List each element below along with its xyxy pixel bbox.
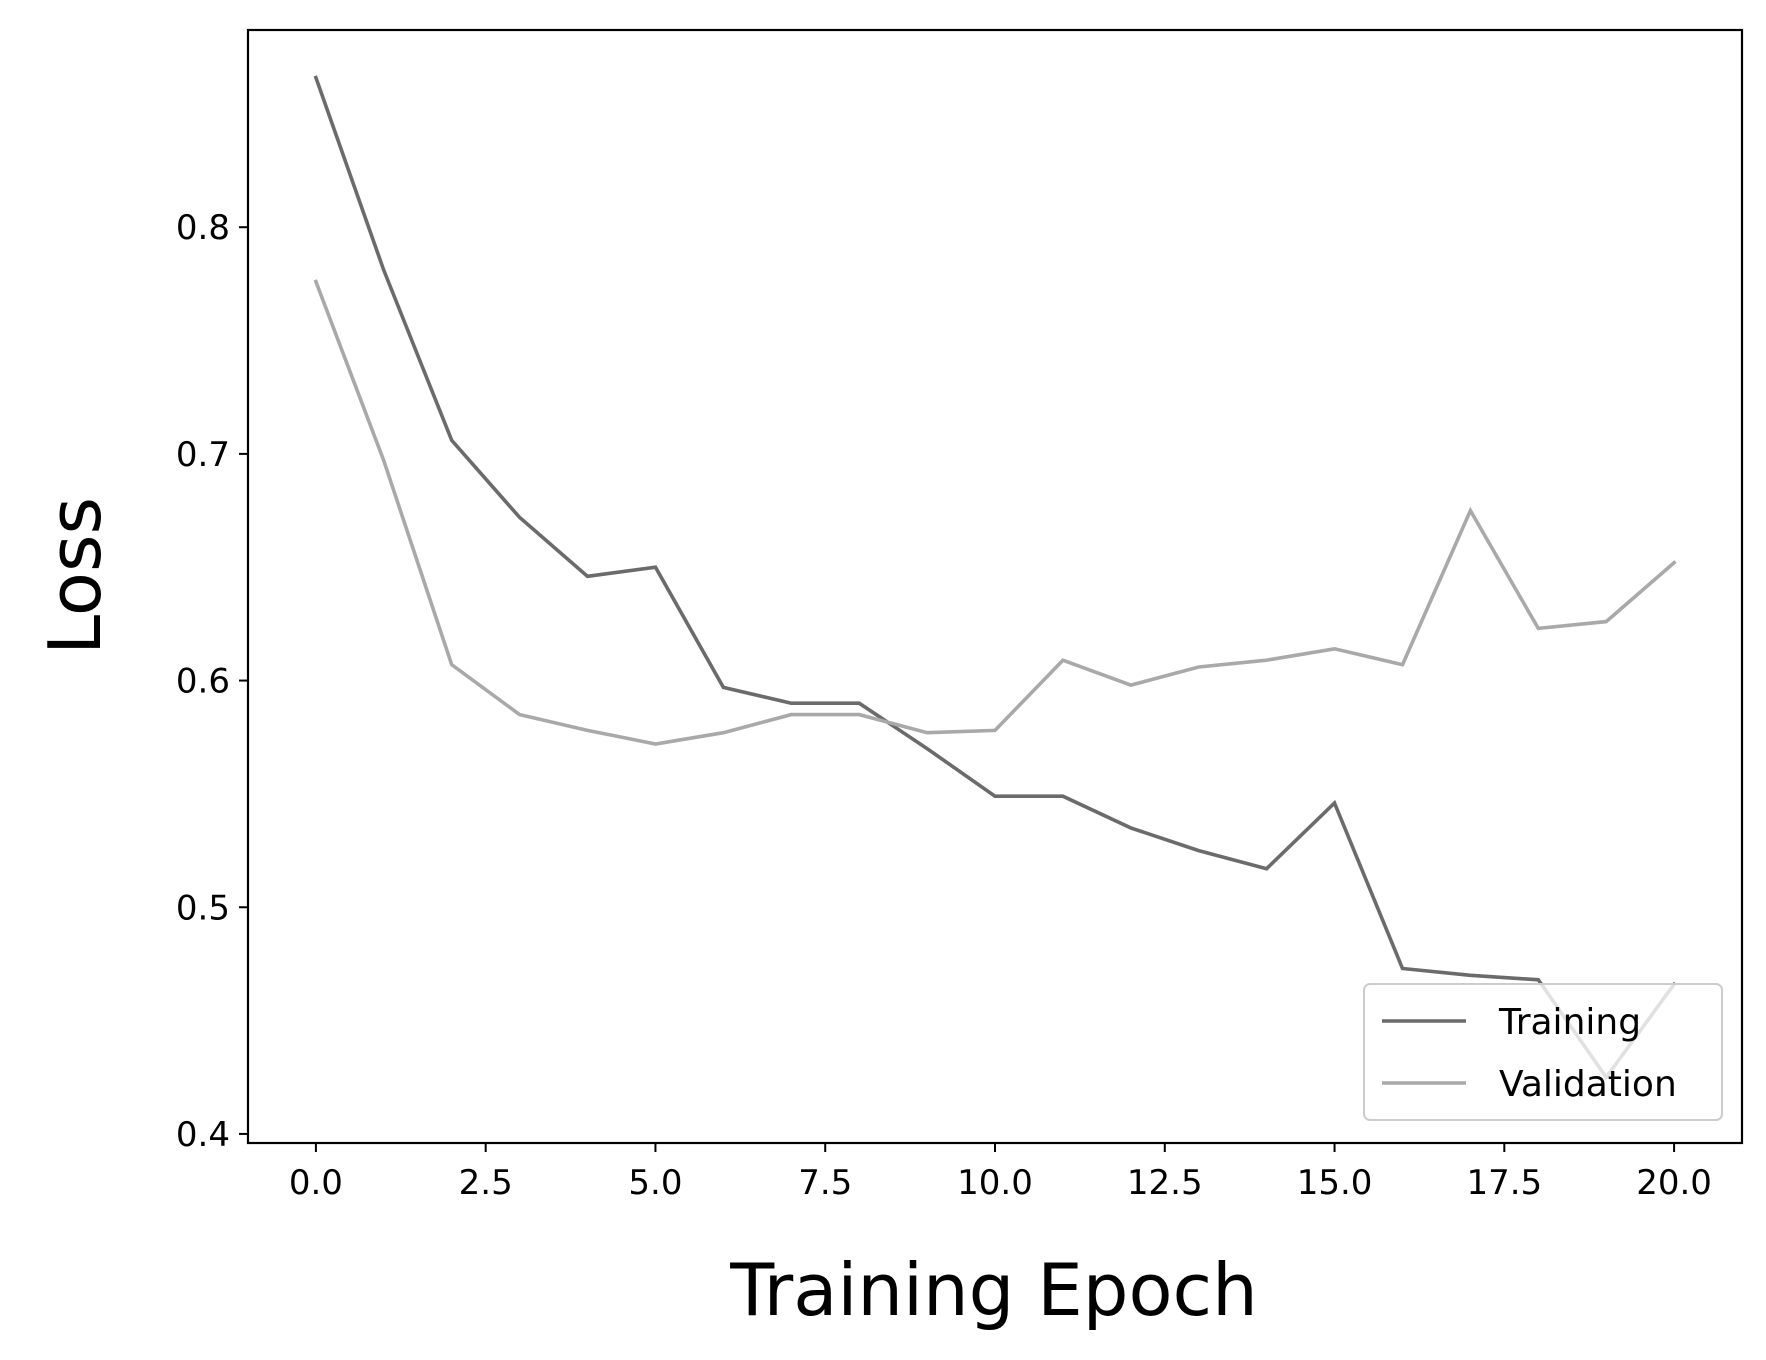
- y-tick-label: 0.7: [176, 435, 230, 475]
- plot-frame: [246, 28, 1744, 1145]
- legend-label-training: Training: [1498, 1002, 1641, 1043]
- y-tick-label: 0.5: [176, 888, 230, 928]
- series-line-training: [313, 75, 1677, 1081]
- x-axis-title: Training Epoch: [729, 1248, 1257, 1332]
- x-tick-label: 10.0: [957, 1163, 1033, 1203]
- y-tick-label: 0.6: [176, 662, 230, 702]
- series-line-validation: [313, 279, 1677, 746]
- legend-box: [1363, 983, 1723, 1121]
- x-tick-label: 17.5: [1466, 1163, 1542, 1203]
- x-tick-label: 2.5: [459, 1163, 513, 1203]
- x-tick-label: 12.5: [1127, 1163, 1203, 1203]
- x-tick-label: 5.0: [628, 1163, 682, 1203]
- x-tick-label: 0.0: [289, 1163, 343, 1203]
- legend-label-validation: Validation: [1499, 1064, 1677, 1105]
- x-tick-label: 20.0: [1636, 1163, 1712, 1203]
- x-tick-label: 15.0: [1297, 1163, 1373, 1203]
- y-tick-label: 0.8: [176, 208, 230, 248]
- y-axis-title: Loss: [33, 497, 117, 655]
- legend: Training Validation: [1363, 983, 1723, 1121]
- x-tick-label: 7.5: [798, 1163, 852, 1203]
- y-tick-label: 0.4: [176, 1115, 230, 1155]
